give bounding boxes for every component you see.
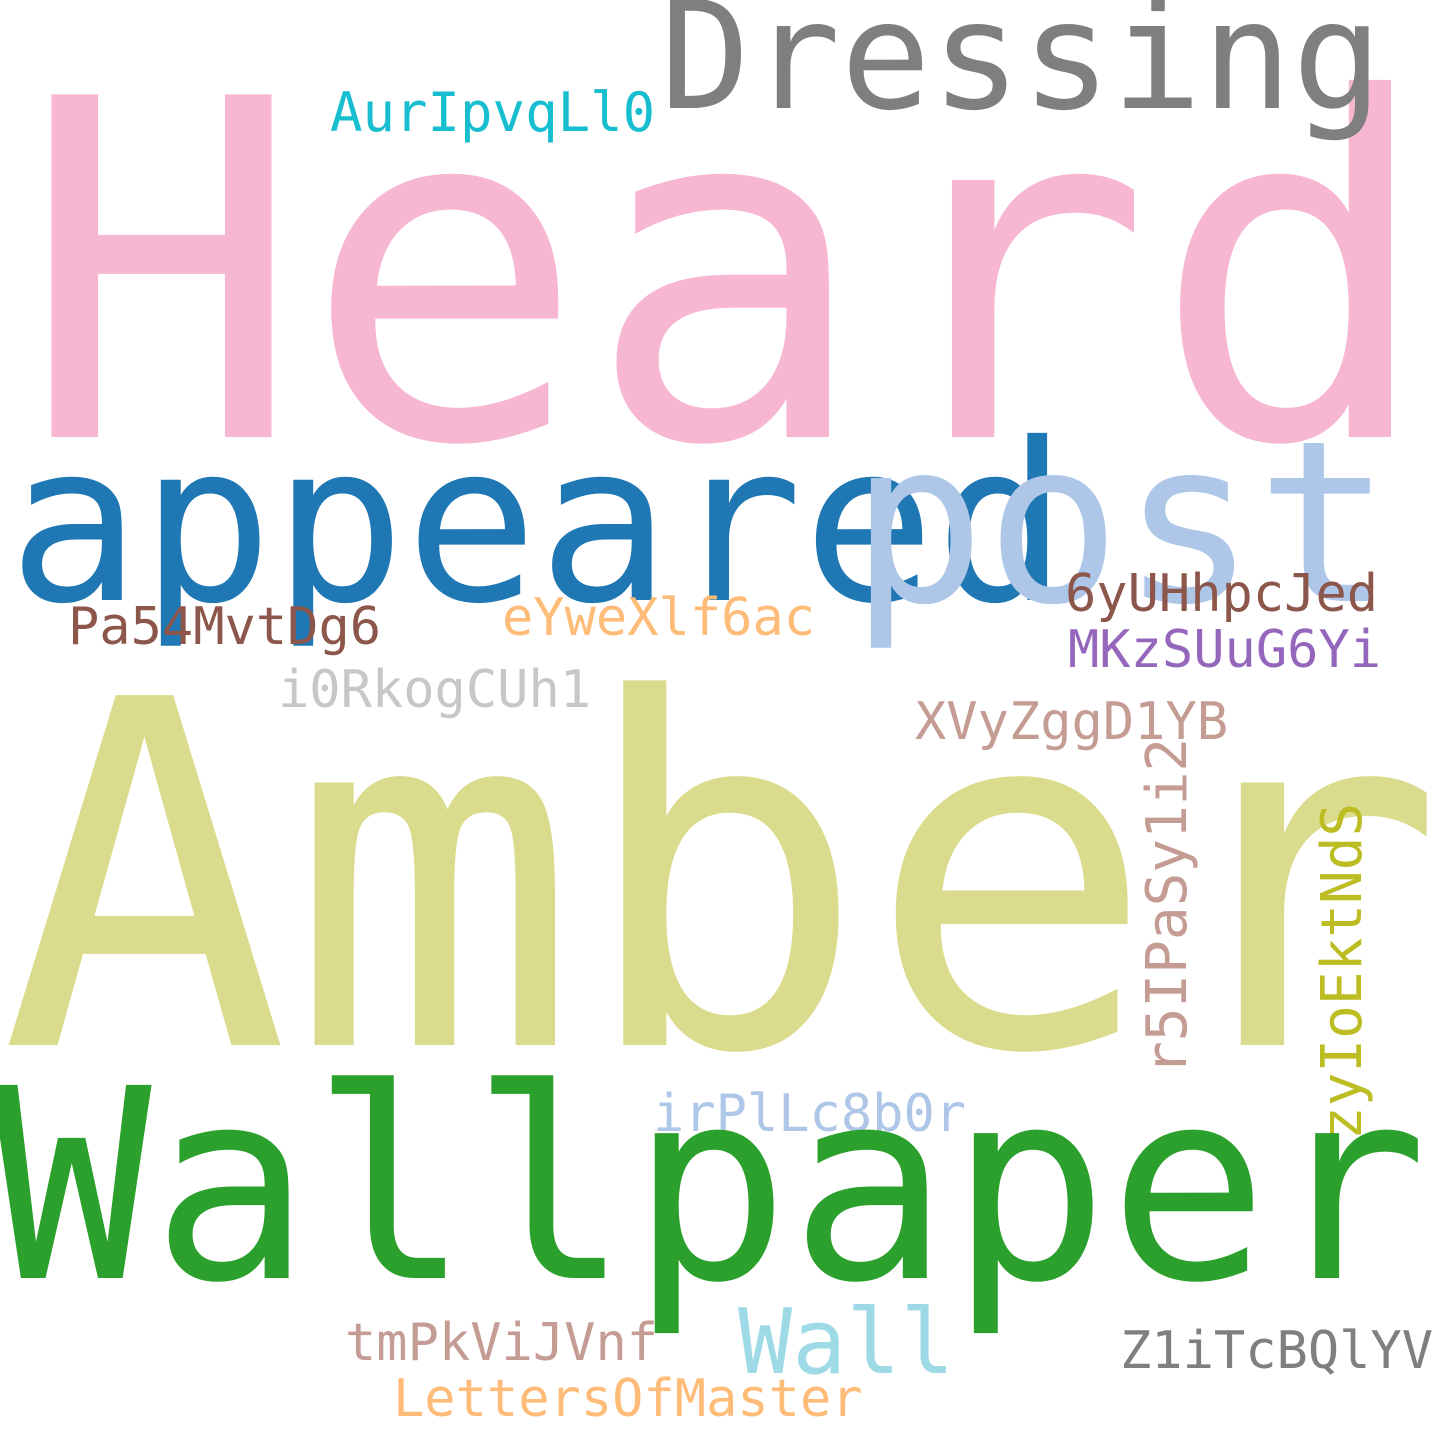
word-dressing: Dressing	[660, 0, 1383, 144]
word-irpllc8b0r: irPlLc8b0r	[653, 1084, 967, 1144]
word-appeared: appeared	[8, 396, 1068, 652]
word-amber: Amber	[0, 600, 1440, 1159]
word-eywexlf6ac: eYweXlf6ac	[502, 588, 816, 648]
word-6yuhhpcjed: 6yUHhpcJed	[1065, 564, 1379, 624]
word-pa54mvtdg6: Pa54MvtDg6	[68, 597, 382, 657]
word-r5ipasy1i2: r5IPaSy1i2	[1135, 737, 1200, 1075]
word-wall: Wall	[738, 1290, 955, 1395]
word-wallpaper: Wallpaper	[0, 1033, 1428, 1341]
word-z1itcbqlyv: Z1iTcBQlYV	[1120, 1321, 1434, 1381]
word-i0rkogcuh1: i0RkogCUh1	[278, 660, 592, 720]
word-lettersofmaster: LettersOfMaster	[393, 1369, 863, 1429]
word-tmpkvijvnf: tmPkViJVnf	[345, 1313, 659, 1373]
word-xvyzggd1yb: XVyZggD1YB	[915, 692, 1229, 752]
word-heard: Heard	[20, 1, 1435, 548]
word-post: post	[850, 393, 1392, 655]
word-auripvqll0: AurIpvqLl0	[330, 81, 656, 144]
word-mkzsuug6yi: MKzSUuG6Yi	[1068, 620, 1382, 680]
